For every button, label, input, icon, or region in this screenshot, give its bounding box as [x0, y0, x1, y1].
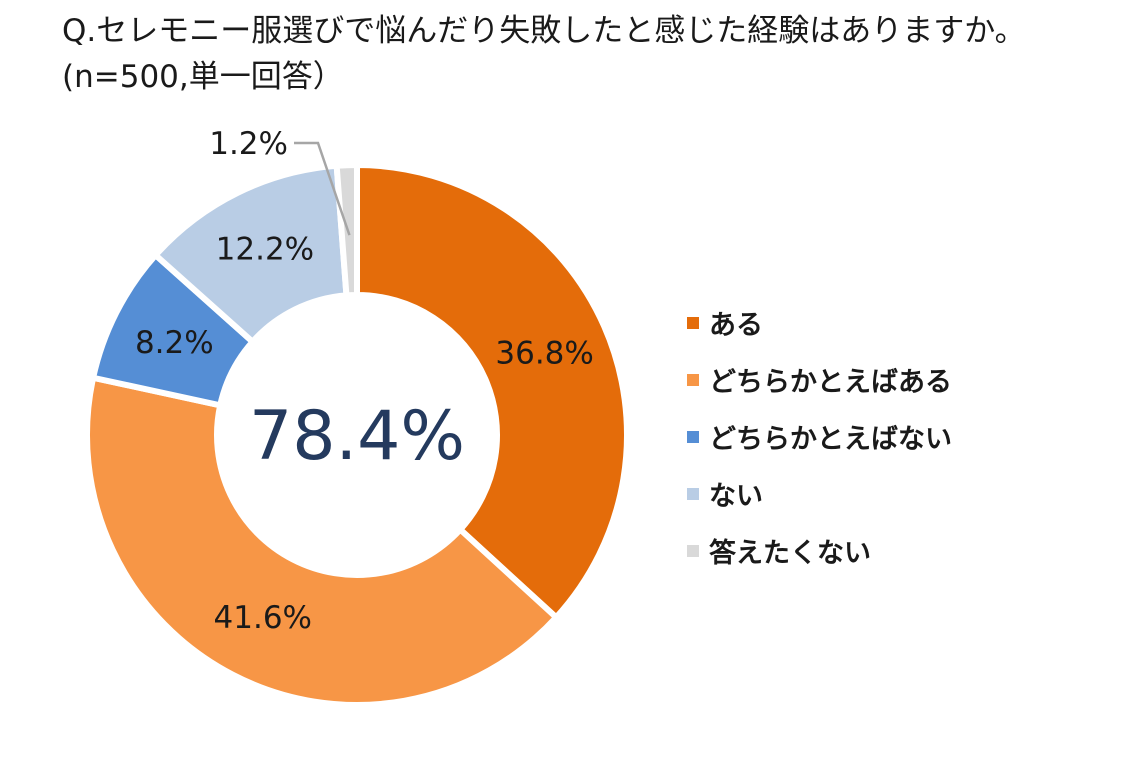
legend-swatch: [687, 430, 699, 443]
legend-label: どちらかとえばない: [709, 424, 952, 455]
donut-slice-4: [151, 162, 350, 346]
legend-item: ある: [687, 294, 952, 351]
donut-slices: [84, 161, 630, 708]
legend-item: どちらかとえばある: [687, 351, 952, 408]
center-total-label: 78.4%: [249, 397, 465, 476]
slice-labels: 36.8% 41.6% 8.2% 12.2% 1.2%: [135, 126, 594, 636]
legend-swatch: [687, 316, 699, 329]
legend-swatch: [687, 487, 699, 500]
legend-item: ない: [687, 465, 952, 522]
legend-label: ない: [709, 481, 763, 512]
legend-swatch: [687, 544, 699, 557]
donut-slice-2: [84, 374, 561, 708]
slice-value-label: 36.8%: [495, 335, 593, 371]
slice-value-label: 1.2%: [209, 126, 288, 162]
legend-item: どちらかとえばない: [687, 408, 952, 465]
chart-title: Q.セレモニー服選びで悩んだり失敗したと感じた経験はありますか。(n=500,単…: [62, 13, 1026, 95]
legend: ある どちらかとえばある どちらかとえばない ない 答えたくない: [687, 294, 952, 579]
legend-label: ある: [709, 310, 763, 341]
donut-slice-1: [354, 161, 630, 622]
slice-value-label: 12.2%: [216, 231, 314, 267]
slice-value-label: 8.2%: [135, 325, 214, 361]
legend-label: どちらかとえばある: [709, 367, 952, 398]
legend-item: 答えたくない: [687, 522, 952, 579]
leader-line: [294, 141, 351, 236]
legend-label: 答えたくない: [709, 538, 871, 569]
slice-value-label: 41.6%: [214, 600, 312, 636]
legend-swatch: [687, 373, 699, 386]
